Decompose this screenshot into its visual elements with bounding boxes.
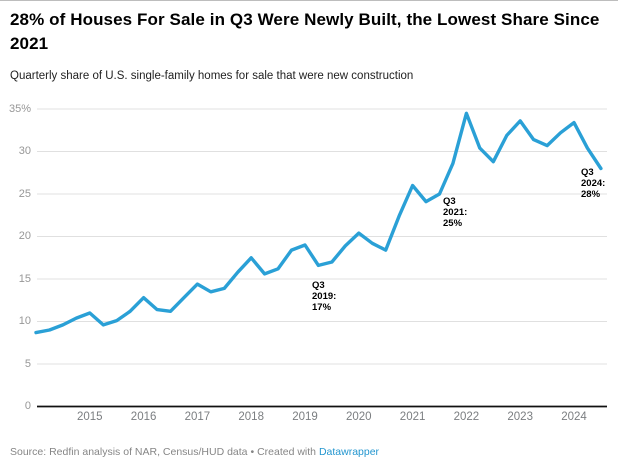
footer: Source: Redfin analysis of NAR, Census/H… <box>10 446 379 458</box>
y-tick-label: 0 <box>24 400 31 412</box>
y-tick-label: 5 <box>24 357 31 370</box>
x-tick-label: 2016 <box>130 411 157 423</box>
y-tick-label: 30 <box>18 145 31 157</box>
x-tick-label: 2022 <box>453 411 480 423</box>
source-text: Source: Redfin analysis of NAR, Census/H… <box>10 446 248 458</box>
y-tick-label: 15 <box>18 272 31 285</box>
separator-dot: • <box>250 446 255 458</box>
y-tick-label: 25 <box>18 187 31 200</box>
x-tick-label: 2018 <box>238 411 264 423</box>
x-tick-label: 2023 <box>507 411 533 423</box>
x-tick-label: 2024 <box>561 411 587 423</box>
datawrapper-link[interactable]: Datawrapper <box>318 446 380 458</box>
chart-subtitle: Quarterly share of U.S. single-family ho… <box>10 70 414 82</box>
x-tick-label: 2015 <box>77 411 103 423</box>
x-tick-label: 2019 <box>292 411 318 423</box>
trend-line <box>34 111 603 335</box>
x-tick-label: 2017 <box>184 411 211 423</box>
y-tick-label: 35% <box>8 102 31 115</box>
created-with-text: Created with <box>257 446 317 458</box>
annotation-label: Q3 2024: 28% <box>581 167 606 200</box>
annotation-label: Q3 2021: 25% <box>443 196 468 229</box>
annotation-label: Q3 2019: 17% <box>312 280 337 313</box>
x-tick-label: 2020 <box>346 411 372 423</box>
chart-title: 28% of Houses For Sale in Q3 Were Newly … <box>10 10 600 53</box>
y-tick-label: 10 <box>18 315 31 327</box>
x-tick-label: 2021 <box>399 411 426 423</box>
y-tick-label: 20 <box>18 230 31 242</box>
